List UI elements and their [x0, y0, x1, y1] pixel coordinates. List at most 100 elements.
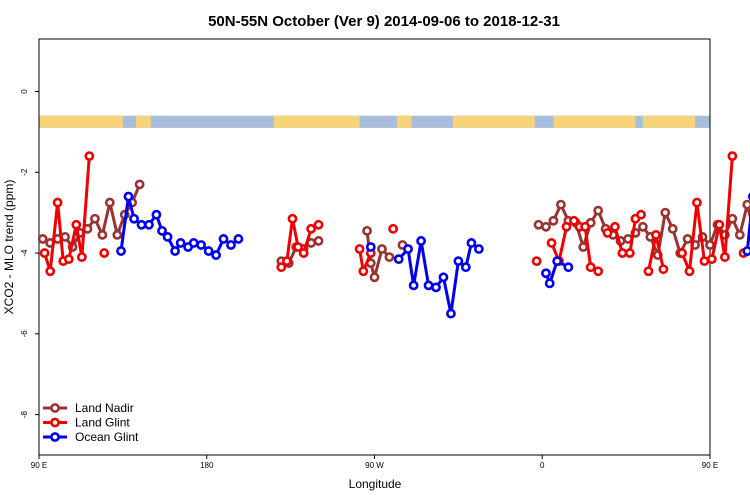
data-point [287, 213, 298, 224]
data-point [561, 221, 572, 232]
data-point [63, 254, 74, 265]
data-point [658, 264, 669, 275]
data-point [580, 221, 591, 232]
data-point [76, 252, 87, 262]
data-point [90, 213, 100, 224]
data-point [684, 266, 695, 277]
data-point [742, 199, 750, 210]
data-point [638, 221, 648, 232]
legend-item: Land Glint [43, 416, 130, 430]
x-tick-label: 180 [200, 461, 214, 470]
data-point [416, 236, 426, 246]
series-line [544, 259, 570, 285]
data-point [188, 238, 199, 248]
data-point [624, 248, 635, 258]
y-tick-label: -2 [20, 168, 29, 176]
y-tick-label: 0 [20, 89, 29, 94]
data-point [104, 197, 115, 208]
data-point [446, 308, 456, 319]
data-point [544, 278, 555, 289]
data-point [548, 215, 559, 226]
data-point [144, 219, 154, 230]
land-band-segment [39, 115, 123, 128]
data-point [541, 268, 551, 279]
data-point [636, 209, 646, 220]
data-point [714, 219, 725, 230]
data-point [552, 256, 563, 267]
data-point [453, 256, 464, 267]
x-tick-label: 90 W [365, 461, 384, 470]
data-point [52, 197, 63, 208]
land-band-segment [452, 115, 535, 128]
land-band-segment [273, 115, 360, 128]
data-point [593, 266, 604, 277]
data-point [45, 266, 56, 277]
data-point [706, 254, 717, 265]
y-axis-label: XCO2 - MLO trend (ppm) [2, 180, 16, 315]
data-point [226, 240, 236, 250]
data-point [196, 240, 207, 250]
data-point [692, 197, 702, 208]
data-point [39, 248, 50, 258]
data-point [129, 213, 139, 224]
x-tick-label: 0 [540, 461, 545, 470]
data-point [555, 199, 566, 210]
data-point [162, 232, 173, 242]
data-point [431, 282, 441, 293]
land-band-segment [642, 115, 696, 128]
legend-swatch-marker [50, 432, 60, 442]
data-point [742, 246, 750, 256]
land-band-segment [135, 115, 151, 128]
legend-swatch-marker [50, 403, 60, 413]
data-point [438, 272, 449, 283]
data-point [358, 266, 369, 277]
series-group [37, 151, 750, 319]
data-point [233, 234, 244, 244]
data-point [699, 256, 710, 267]
data-point [377, 244, 387, 254]
data-point [541, 221, 551, 232]
data-point [157, 225, 167, 236]
data-point [677, 248, 687, 258]
legend-label: Ocean Glint [75, 430, 139, 444]
y-axis: 0 -2 -4 -6 -8 [20, 89, 39, 418]
data-point [97, 229, 108, 240]
data-point [403, 244, 413, 254]
data-point [727, 213, 738, 224]
land-band-segment [553, 115, 636, 128]
data-point [281, 256, 292, 267]
data-point [460, 262, 471, 273]
data-point [71, 219, 82, 230]
data-point [682, 234, 693, 244]
data-point [170, 246, 180, 256]
data-point [727, 151, 738, 162]
data-point [388, 223, 399, 234]
data-point [720, 252, 730, 262]
data-point [37, 234, 48, 244]
data-point [362, 225, 372, 236]
data-point [369, 272, 380, 283]
y-tick-label: -8 [20, 411, 29, 419]
data-point [533, 219, 544, 230]
land-band-segment [396, 115, 412, 128]
data-point [423, 280, 434, 291]
data-point [617, 248, 628, 258]
data-point [643, 266, 654, 277]
data-point [651, 229, 661, 240]
data-point [365, 242, 376, 252]
data-point [99, 248, 110, 258]
data-point [393, 254, 404, 265]
x-tick-label: 90 E [702, 461, 718, 470]
data-point [116, 246, 126, 256]
data-point [211, 250, 221, 260]
data-point [218, 234, 229, 244]
data-point [84, 151, 95, 162]
legend-swatch-marker [50, 417, 60, 428]
data-point [667, 223, 678, 234]
y-tick-label: -6 [20, 330, 29, 338]
data-point [473, 244, 484, 254]
data-point [660, 207, 671, 218]
x-axis-label: Longitude [349, 477, 402, 491]
data-point [466, 238, 477, 248]
